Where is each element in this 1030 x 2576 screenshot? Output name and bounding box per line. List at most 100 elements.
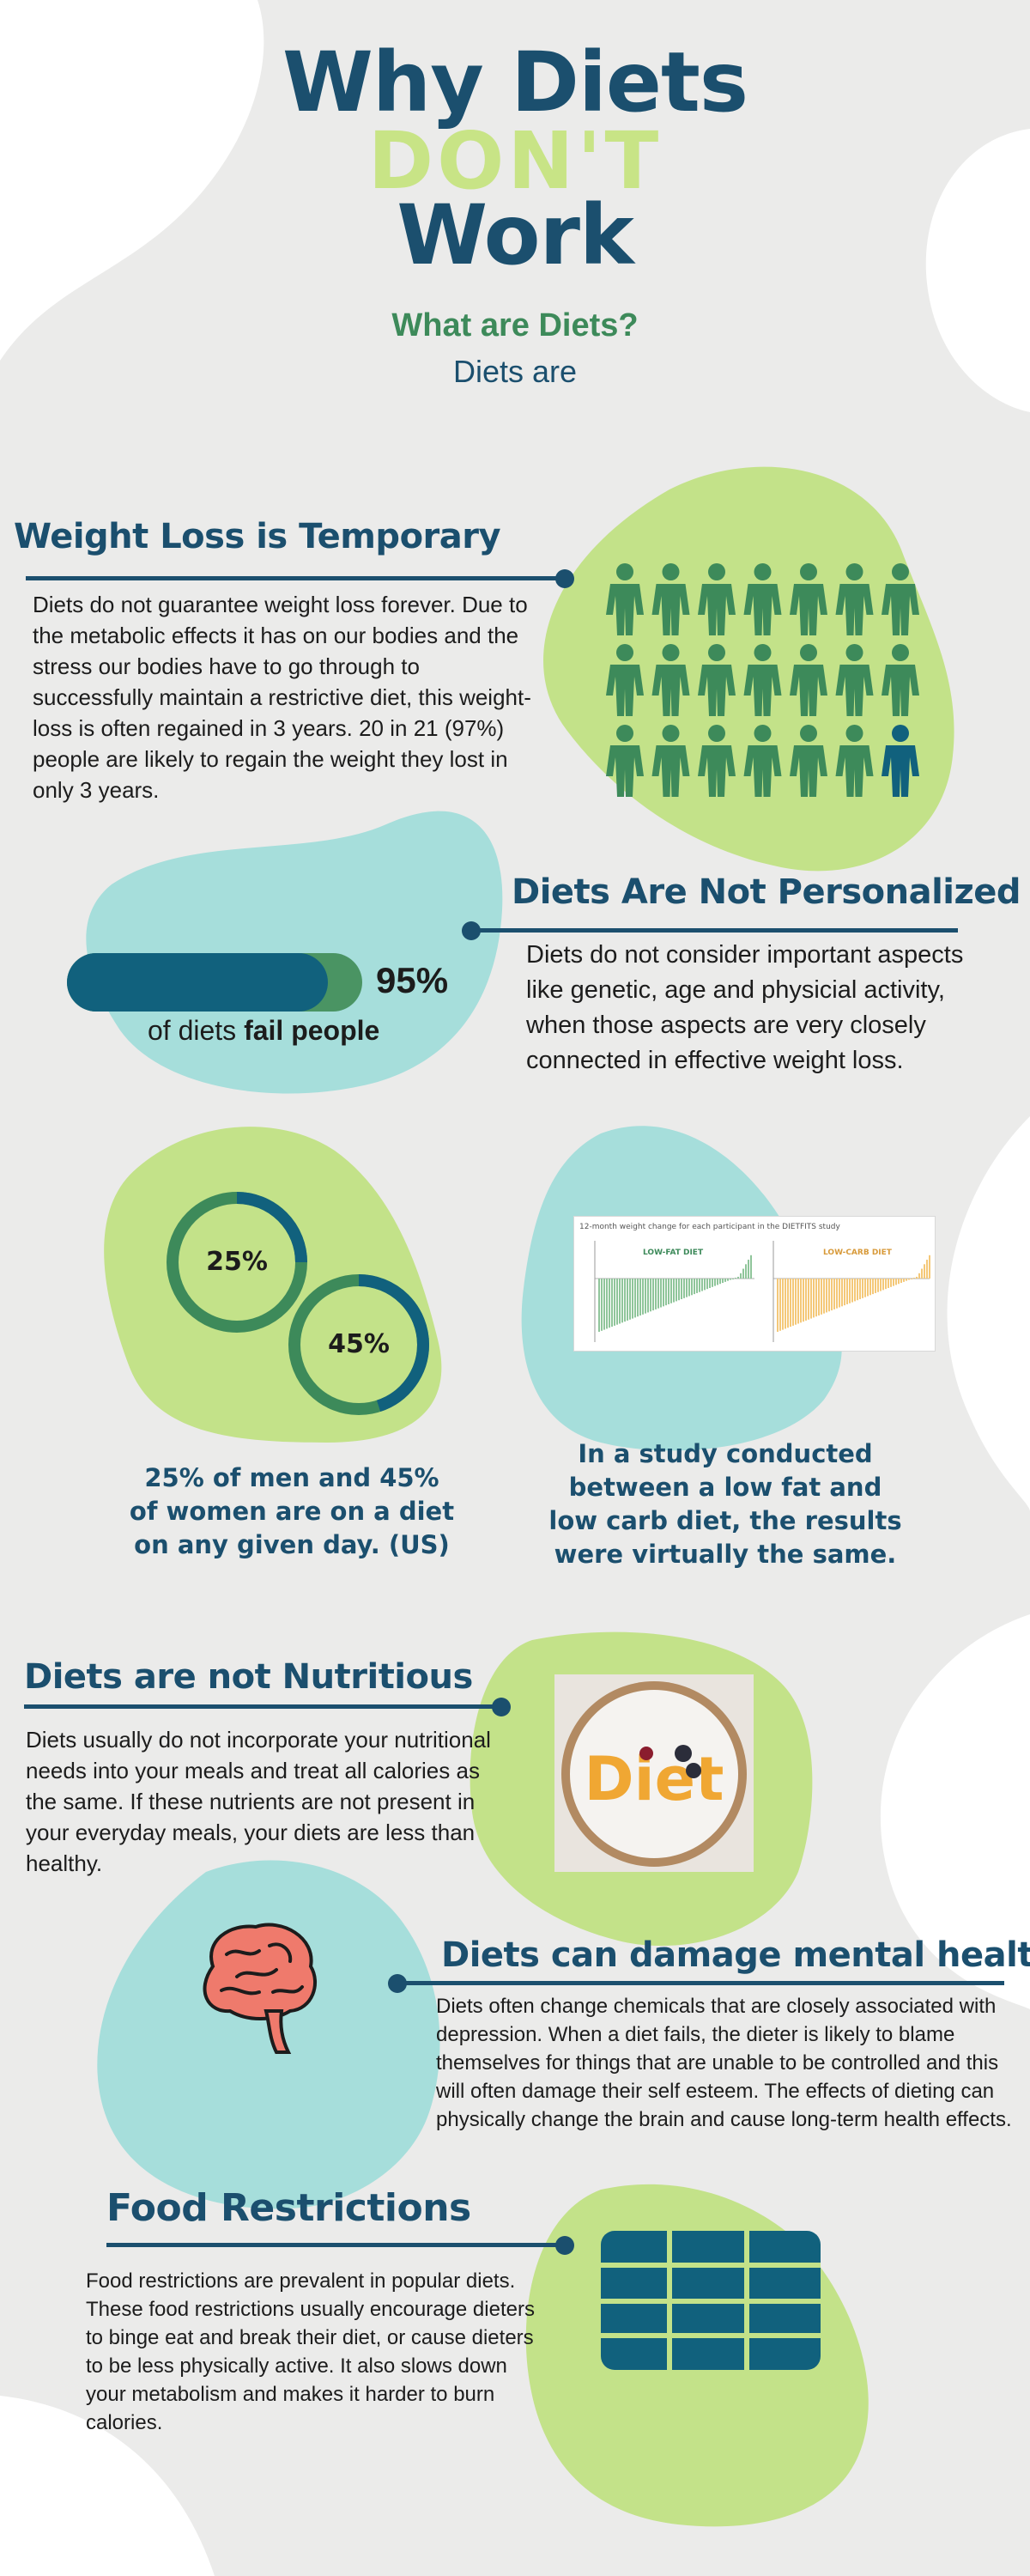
section-rule [472, 928, 958, 933]
person-icon [882, 644, 919, 716]
low-carb-bar [880, 1279, 882, 1291]
fail-caption-bold: fail people [244, 1015, 380, 1046]
low-fat-panel-label: LOW-FAT DIET [643, 1249, 704, 1257]
low-carb-bar [792, 1279, 794, 1326]
not-nutritious-body: Diets usually do not incorporate your nu… [26, 1727, 491, 1876]
low-fat-bar [663, 1279, 664, 1307]
diet-rings [167, 1192, 429, 1415]
section-rule-dot [388, 1974, 407, 1993]
not-personalized-body: Diets do not consider important aspects … [526, 941, 964, 1074]
section-rule-dot [555, 569, 574, 588]
low-fat-bar [709, 1279, 711, 1288]
low-carb-bar [785, 1279, 786, 1329]
low-carb-bar [846, 1279, 848, 1304]
low-fat-bar [712, 1279, 713, 1287]
low-carb-bar [790, 1279, 791, 1327]
fail-caption: of diets fail people [148, 1015, 379, 1047]
low-fat-bar [750, 1255, 752, 1279]
low-carb-bar [777, 1279, 779, 1332]
person-icon [835, 725, 874, 797]
section-rule-dot [555, 2236, 574, 2255]
low-fat-bar [629, 1279, 631, 1320]
men-percent-label: 25% [206, 1247, 268, 1277]
low-fat-bar [624, 1279, 626, 1322]
low-fat-bar [657, 1279, 659, 1309]
section-rule-dot [462, 921, 481, 940]
low-carb-bar [821, 1279, 822, 1315]
low-carb-bar [885, 1279, 887, 1290]
diet-stats-caption: 25% of men and 45% of women are on a die… [129, 1463, 455, 1559]
women-ring-progress [288, 1274, 429, 1415]
person-icon [698, 725, 736, 797]
low-fat-bar [724, 1279, 726, 1282]
section-rule [106, 2243, 566, 2247]
low-fat-bar [645, 1279, 646, 1314]
mental-health-body: Diets often change chemicals that are cl… [436, 1995, 1012, 2131]
fail-percent: 95% [376, 960, 449, 1000]
low-carb-bar [893, 1279, 894, 1286]
low-carb-bar [795, 1279, 797, 1325]
low-carb-bar [906, 1279, 907, 1281]
fail-caption-prefix: of diets [148, 1015, 245, 1046]
low-fat-bar [719, 1279, 721, 1285]
low-carb-bar [808, 1279, 809, 1320]
low-fat-bar [619, 1279, 621, 1324]
weight-loss-body: Diets do not guarantee weight loss forev… [33, 592, 531, 803]
low-fat-bar [676, 1279, 677, 1302]
low-carb-bar [854, 1279, 856, 1302]
low-fat-bar [647, 1279, 649, 1313]
low-carb-bar [828, 1279, 830, 1312]
low-fat-bar [655, 1279, 657, 1309]
section-title-not-nutritious: Diets are not Nutritious [24, 1657, 473, 1697]
study-chart-title: 12-month weight change for each particip… [579, 1223, 840, 1231]
low-carb-bar [831, 1279, 833, 1311]
person-icon [698, 644, 736, 716]
low-carb-bar [810, 1279, 812, 1319]
low-fat-bar [652, 1279, 654, 1311]
brain-icon [203, 1923, 318, 2054]
diet-plate-photo: Diet [554, 1674, 754, 1872]
low-carb-bar [857, 1279, 858, 1301]
low-carb-bar [813, 1279, 815, 1318]
person-icon [835, 644, 874, 716]
low-carb-bar [903, 1279, 905, 1282]
low-carb-bar [849, 1279, 851, 1303]
section-rule [398, 1981, 1004, 1985]
page-title-emphasis: DON'T [367, 115, 663, 207]
person-icon [882, 563, 919, 635]
low-carb-bar [872, 1279, 874, 1295]
low-carb-bar [882, 1279, 884, 1291]
low-carb-bar [926, 1260, 928, 1279]
low-fat-bar [637, 1279, 639, 1317]
low-fat-bar [717, 1279, 718, 1285]
low-carb-bar [869, 1279, 871, 1296]
low-carb-bar [918, 1273, 920, 1279]
what-are-diets-text: Diets are [452, 354, 578, 389]
low-fat-bar [681, 1279, 682, 1300]
person-icon [743, 725, 782, 797]
low-carb-bar [839, 1279, 840, 1308]
section-title-food-restrictions: Food Restrictions [106, 2186, 471, 2230]
low-fat-bar [745, 1264, 747, 1279]
low-carb-panel-label: LOW-CARB DIET [823, 1249, 893, 1257]
fail-progress-bar [67, 953, 362, 1012]
low-fat-bar [611, 1279, 613, 1327]
low-fat-bar [609, 1279, 610, 1328]
low-fat-bar [670, 1279, 672, 1303]
low-fat-bar [701, 1279, 703, 1291]
low-fat-bar [686, 1279, 688, 1297]
low-carb-bar [779, 1279, 781, 1331]
section-title-weight-loss: Weight Loss is Temporary [14, 517, 501, 556]
low-fat-bar [668, 1279, 670, 1304]
low-carb-bar [800, 1279, 802, 1323]
low-fat-bar [740, 1273, 742, 1279]
study-caption: In a study conducted between a low fat a… [548, 1439, 902, 1569]
people-grid [606, 563, 919, 797]
low-carb-bar [823, 1279, 825, 1314]
low-fat-bar [748, 1260, 749, 1279]
low-carb-bar [924, 1264, 925, 1279]
low-carb-bar [805, 1279, 807, 1321]
person-icon [743, 563, 782, 635]
men-ring-progress [167, 1192, 307, 1333]
low-fat-bar [727, 1279, 729, 1281]
